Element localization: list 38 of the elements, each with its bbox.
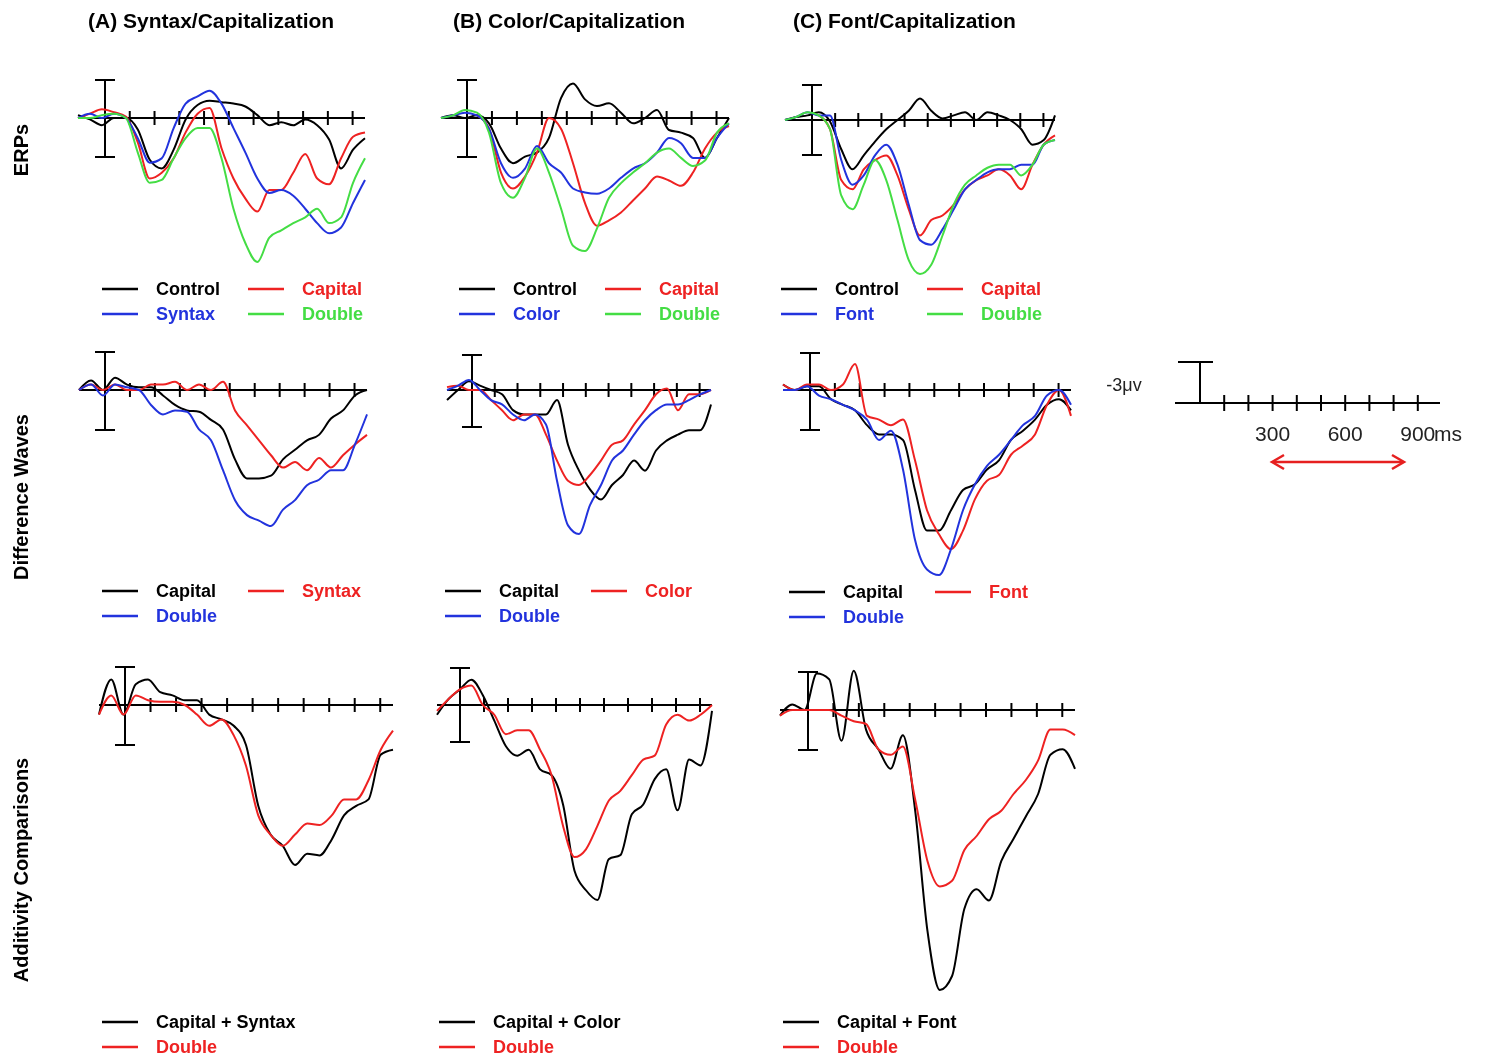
- legend-label: Double: [499, 606, 560, 626]
- legend-label: Capital: [499, 581, 560, 601]
- legend-label: Syntax: [302, 581, 362, 601]
- y-axis-title: ERPs: [10, 123, 32, 177]
- legend-label: Color: [513, 304, 560, 324]
- legend-label: Color: [645, 581, 692, 601]
- chart-title: (C) Font/Capitalization: [793, 9, 1016, 32]
- legend-label: Font: [989, 582, 1028, 602]
- legend-label: Capital: [156, 581, 217, 601]
- legend-label: Capital: [981, 279, 1042, 299]
- legend-label: Control: [513, 279, 577, 299]
- y-axis-title: Additivity Comparisons: [10, 757, 32, 983]
- legend-label: Capital + Color: [493, 1012, 621, 1032]
- chart-title: (A) Syntax/Capitalization: [88, 9, 335, 32]
- text: ms: [1434, 422, 1462, 445]
- legend-label: Double: [659, 304, 720, 324]
- text: 900: [1400, 422, 1436, 445]
- text: -3μv: [1106, 375, 1142, 395]
- legend-label: Double: [843, 607, 904, 627]
- legend-label: Control: [835, 279, 899, 299]
- legend-label: Syntax: [156, 304, 216, 324]
- legend-label: Capital + Syntax: [156, 1012, 296, 1032]
- legend-label: Double: [493, 1037, 554, 1057]
- legend-label: Control: [156, 279, 220, 299]
- legend-label: Double: [837, 1037, 898, 1057]
- legend-label: Capital: [659, 279, 720, 299]
- text: 600: [1327, 422, 1363, 445]
- legend-label: Capital: [302, 279, 363, 299]
- legend-label: Font: [835, 304, 874, 324]
- legend-label: Double: [156, 606, 217, 626]
- legend-label: Double: [156, 1037, 217, 1057]
- legend-label: Double: [302, 304, 363, 324]
- legend-label: Capital: [843, 582, 904, 602]
- y-axis-title: Difference Waves: [10, 414, 32, 580]
- chart-title: (B) Color/Capitalization: [453, 9, 686, 32]
- text: 300: [1255, 422, 1291, 445]
- legend-label: Capital + Font: [837, 1012, 957, 1032]
- legend-label: Double: [981, 304, 1042, 324]
